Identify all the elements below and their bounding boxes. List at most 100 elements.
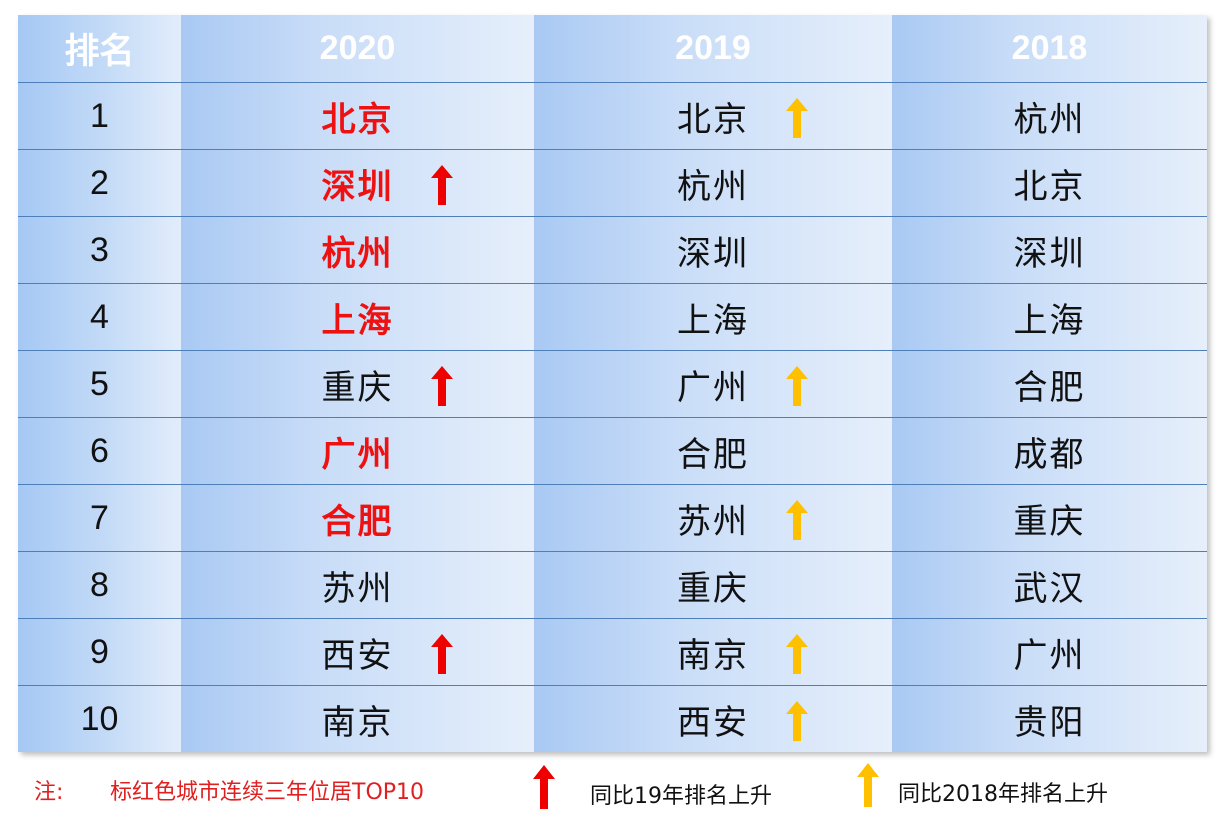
header-row: 排名 2020 2019 2018 (18, 15, 1207, 83)
city-2018-cell: 贵阳 (892, 685, 1207, 752)
up-arrow-icon-red (430, 634, 453, 674)
city-2020-cell: 合肥 (181, 484, 534, 552)
city-name: 南京 (677, 635, 749, 676)
city-name: 广州 (677, 367, 749, 408)
rank-cell: 3 (18, 216, 181, 284)
legend: 注: 标红色城市连续三年位居TOP10 同比19年排名上升 同比2018年排名上… (0, 760, 1231, 810)
city-name: 深圳 (321, 166, 394, 207)
table-row: 5 重庆 广州 合肥 (18, 350, 1207, 418)
rank-number: 3 (90, 230, 109, 269)
table-row: 8 苏州 重庆 武汉 (18, 551, 1207, 619)
city-2020-cell: 杭州 (181, 216, 534, 284)
city-2019-cell: 广州 (534, 350, 892, 418)
city-2019-cell: 深圳 (534, 216, 892, 284)
city-2020-cell: 北京 (181, 82, 534, 150)
city-name: 西安 (677, 702, 749, 743)
up-arrow-icon-yellow (786, 366, 808, 406)
header-2018: 2018 (892, 15, 1207, 83)
rank-cell: 7 (18, 484, 181, 552)
city-2019-cell: 西安 (534, 685, 892, 752)
rank-number: 7 (90, 498, 109, 537)
city-name: 重庆 (1013, 501, 1086, 542)
up-arrow-icon-red (430, 366, 453, 406)
legend-yellow-arrow-label: 同比2018年排名上升 (898, 782, 1108, 807)
table-row: 9 西安 南京 广州 (18, 618, 1207, 686)
city-2020-cell: 上海 (181, 283, 534, 351)
rank-cell: 1 (18, 82, 181, 150)
rank-cell: 10 (18, 685, 181, 752)
city-name: 北京 (677, 99, 749, 140)
city-name: 杭州 (677, 166, 749, 207)
legend-red-city-text: 标红色城市连续三年位居TOP10 (110, 780, 425, 805)
city-name: 苏州 (321, 568, 394, 609)
city-2020-cell: 广州 (181, 417, 534, 485)
table-row: 7 合肥 苏州 重庆 (18, 484, 1207, 552)
city-name: 苏州 (677, 501, 749, 542)
table-row: 6 广州 合肥 成都 (18, 417, 1207, 485)
rank-cell: 8 (18, 551, 181, 619)
up-arrow-icon-yellow (786, 701, 808, 741)
rank-number: 10 (80, 699, 119, 738)
up-arrow-icon-yellow (786, 634, 808, 674)
city-2020-cell: 深圳 (181, 149, 534, 217)
table-row: 10 南京 西安 贵阳 (18, 685, 1207, 752)
city-2019-cell: 苏州 (534, 484, 892, 552)
ranking-table: 排名 2020 2019 2018 1 北京 北京 杭州 2 深圳 杭州 北京 3 杭州 深圳 深圳 4… (18, 15, 1207, 752)
city-2018-cell: 合肥 (892, 350, 1207, 418)
city-name: 杭州 (321, 233, 394, 274)
city-2019-cell: 合肥 (534, 417, 892, 485)
city-name: 北京 (321, 99, 394, 140)
city-2019-cell: 重庆 (534, 551, 892, 619)
city-name: 上海 (321, 300, 394, 341)
rank-cell: 2 (18, 149, 181, 217)
rank-number: 1 (90, 96, 109, 135)
city-2019-cell: 北京 (534, 82, 892, 150)
rank-number: 6 (90, 431, 109, 470)
city-name: 北京 (1013, 166, 1086, 207)
city-2018-cell: 武汉 (892, 551, 1207, 619)
rank-cell: 9 (18, 618, 181, 686)
rank-number: 4 (90, 297, 109, 336)
city-name: 广州 (1013, 635, 1086, 676)
rank-number: 5 (90, 364, 109, 403)
city-2020-cell: 苏州 (181, 551, 534, 619)
city-name: 杭州 (1013, 99, 1086, 140)
city-2019-cell: 南京 (534, 618, 892, 686)
table-body: 1 北京 北京 杭州 2 深圳 杭州 北京 3 杭州 深圳 深圳 4 上海 上海 上海 5 重庆 广州 合肥 6 广州 合肥… (18, 82, 1207, 752)
city-2018-cell: 上海 (892, 283, 1207, 351)
rank-cell: 5 (18, 350, 181, 418)
city-name: 合肥 (677, 434, 749, 475)
city-2019-cell: 杭州 (534, 149, 892, 217)
rank-number: 2 (90, 163, 109, 202)
up-arrow-icon-red (533, 765, 555, 809)
up-arrow-icon-yellow (786, 98, 808, 138)
city-name: 广州 (321, 434, 394, 475)
header-2019: 2019 (534, 15, 892, 83)
city-name: 武汉 (1013, 568, 1086, 609)
rank-number: 8 (90, 565, 109, 604)
city-name: 贵阳 (1013, 702, 1086, 743)
city-2018-cell: 成都 (892, 417, 1207, 485)
city-name: 上海 (677, 300, 749, 341)
city-2018-cell: 杭州 (892, 82, 1207, 150)
header-rank: 排名 (18, 15, 181, 83)
city-2020-cell: 重庆 (181, 350, 534, 418)
city-name: 合肥 (321, 501, 394, 542)
city-name: 南京 (321, 702, 394, 743)
city-2020-cell: 西安 (181, 618, 534, 686)
city-name: 重庆 (677, 568, 749, 609)
city-name: 上海 (1013, 300, 1086, 341)
city-2018-cell: 深圳 (892, 216, 1207, 284)
city-2020-cell: 南京 (181, 685, 534, 752)
city-name: 合肥 (1013, 367, 1086, 408)
up-arrow-icon-yellow (857, 763, 879, 807)
up-arrow-icon-red (430, 165, 453, 205)
up-arrow-icon-yellow (786, 500, 808, 540)
rank-cell: 4 (18, 283, 181, 351)
city-2018-cell: 广州 (892, 618, 1207, 686)
city-2018-cell: 重庆 (892, 484, 1207, 552)
city-name: 深圳 (677, 233, 749, 274)
table-row: 2 深圳 杭州 北京 (18, 149, 1207, 217)
city-name: 重庆 (321, 367, 394, 408)
legend-note-label: 注: (34, 780, 64, 805)
